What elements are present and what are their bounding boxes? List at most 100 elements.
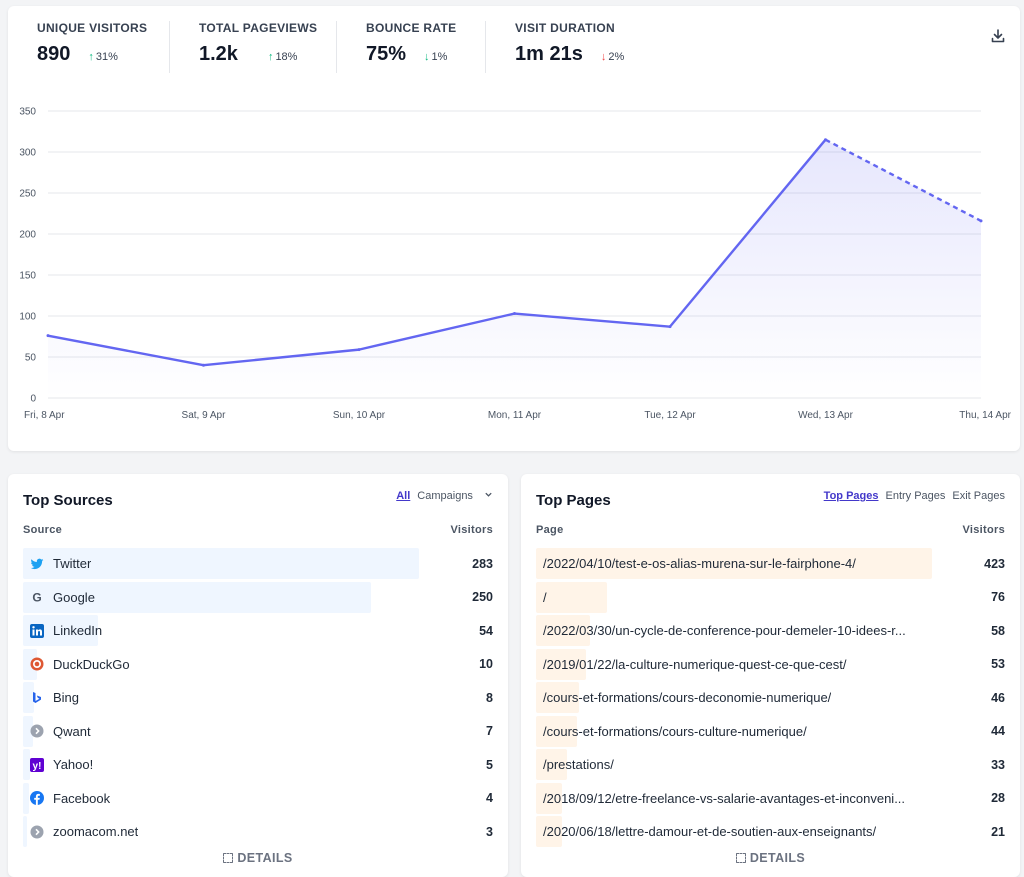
page-row[interactable]: /2020/06/18/lettre-damour-et-de-soutien-… bbox=[536, 815, 1005, 849]
x-tick-label: Thu, 14 Apr bbox=[959, 410, 1011, 421]
x-tick-label: Wed, 13 Apr bbox=[798, 410, 854, 421]
page-path[interactable]: /2018/09/12/etre-freelance-vs-salarie-av… bbox=[543, 790, 906, 806]
stat-total-pageviews[interactable]: TOTAL PAGEVIEWS 1.2k ↑ 18% bbox=[199, 21, 317, 66]
page-row[interactable]: /2022/04/10/test-e-os-alias-murena-sur-l… bbox=[536, 547, 1005, 581]
page-row[interactable]: /2019/01/22/la-culture-numerique-quest-c… bbox=[536, 648, 1005, 682]
source-visitors: 5 bbox=[486, 757, 493, 772]
column-header-page: Page bbox=[536, 524, 564, 536]
facebook-icon bbox=[30, 791, 44, 806]
stat-value: 1.2k bbox=[199, 43, 238, 65]
source-bar bbox=[23, 682, 35, 713]
tab-exit-pages[interactable]: Exit Pages bbox=[952, 490, 1005, 502]
page-row[interactable]: /prestations/33 bbox=[536, 748, 1005, 782]
source-name: Yahoo! bbox=[53, 757, 94, 773]
source-name: zoomacom.net bbox=[53, 824, 139, 840]
visitors-line-chart[interactable]: 0 50 100 150 200 250 300 350 Fri, 8 Apr Sat, 9 A… bbox=[8, 6, 1020, 451]
pages-details-button[interactable]: DETAILS bbox=[521, 851, 1020, 865]
page-row[interactable]: / 76 bbox=[536, 581, 1005, 615]
page-bar bbox=[536, 581, 608, 613]
data-point[interactable] bbox=[46, 334, 50, 338]
source-row[interactable]: DuckDuckGo 10 bbox=[23, 648, 493, 682]
y-tick-label: 350 bbox=[19, 107, 36, 118]
page-path[interactable]: /2019/01/22/la-culture-numerique-quest-c… bbox=[543, 656, 847, 672]
page-path[interactable]: /cours-et-formations/cours-culture-numer… bbox=[543, 723, 807, 739]
source-name: Twitter bbox=[53, 556, 92, 572]
page-path[interactable]: /2022/03/30/un-cycle-de-conference-pour-… bbox=[543, 623, 906, 639]
visitors-overview-card: UNIQUE VISITORS 890 ↑ 31% TOTAL PAGEVIEWS… bbox=[8, 6, 1020, 451]
x-tick-label: Tue, 12 Apr bbox=[644, 410, 696, 421]
data-point[interactable] bbox=[979, 219, 983, 223]
source-label[interactable]: zoomacom.net bbox=[23, 824, 138, 839]
page-visitors: 33 bbox=[991, 757, 1005, 772]
source-label[interactable]: Facebook bbox=[23, 791, 110, 806]
data-point[interactable] bbox=[202, 363, 205, 367]
divider bbox=[336, 21, 337, 73]
source-label[interactable]: Twitter bbox=[23, 556, 91, 571]
source-row[interactable]: Facebook 4 bbox=[23, 782, 493, 816]
arrow-up-icon: ↑ bbox=[88, 51, 94, 63]
source-name: Bing bbox=[53, 690, 80, 706]
source-visitors: 7 bbox=[486, 724, 493, 739]
source-label[interactable]: G Google bbox=[23, 590, 95, 605]
source-label[interactable]: LinkedIn bbox=[23, 623, 102, 638]
source-label[interactable]: Bing bbox=[23, 690, 79, 705]
page-row[interactable]: /2022/03/30/un-cycle-de-conference-pour-… bbox=[536, 614, 1005, 648]
series-line-incomplete bbox=[824, 138, 982, 222]
source-label[interactable]: y! Yahoo! bbox=[23, 757, 93, 772]
tab-entry-pages[interactable]: Entry Pages bbox=[885, 490, 946, 502]
divider bbox=[169, 21, 170, 73]
page-row[interactable]: /2018/09/12/etre-freelance-vs-salarie-av… bbox=[536, 782, 1005, 816]
stat-bounce-rate[interactable]: BOUNCE RATE 75% ↓ 1% bbox=[366, 21, 456, 66]
y-tick-label: 300 bbox=[19, 148, 36, 159]
source-visitors: 8 bbox=[486, 690, 493, 705]
page-path[interactable]: /prestations/ bbox=[543, 757, 614, 773]
arrow-up-icon: ↑ bbox=[267, 51, 274, 63]
page-row[interactable]: /cours-et-formations/cours-culture-numer… bbox=[536, 715, 1005, 749]
x-tick-label: Fri, 8 Apr bbox=[24, 410, 65, 421]
globe-icon bbox=[30, 825, 44, 839]
page-path[interactable]: /2020/06/18/lettre-damour-et-de-soutien-… bbox=[543, 824, 877, 840]
stat-value: 75% bbox=[366, 43, 407, 65]
page-path[interactable]: / bbox=[543, 589, 547, 605]
data-point[interactable] bbox=[668, 325, 672, 329]
data-point[interactable] bbox=[357, 348, 361, 352]
page-path[interactable]: /cours-et-formations/cours-deconomie-num… bbox=[543, 690, 832, 706]
page-path[interactable]: /2022/04/10/test-e-os-alias-murena-sur-l… bbox=[543, 556, 856, 572]
source-bar bbox=[23, 816, 28, 847]
source-label[interactable]: DuckDuckGo bbox=[23, 657, 130, 672]
page-bar bbox=[536, 682, 580, 713]
stat-label: UNIQUE VISITORS bbox=[37, 21, 148, 35]
sources-tabs: All Campaigns bbox=[389, 490, 493, 502]
source-bar bbox=[23, 749, 31, 780]
tab-top-pages[interactable]: Top Pages bbox=[823, 490, 879, 502]
stat-label: TOTAL PAGEVIEWS bbox=[199, 21, 318, 35]
pages-list: /2022/04/10/test-e-os-alias-murena-sur-l… bbox=[536, 547, 1005, 849]
yahoo-icon: y! bbox=[30, 757, 44, 772]
source-bar bbox=[23, 715, 33, 747]
sources-list: Twitter 283 G Google 250 LinkedIn 54 DuckDuckGo… bbox=[23, 547, 493, 849]
source-row[interactable]: Bing 8 bbox=[23, 681, 493, 715]
source-visitors: 3 bbox=[486, 824, 493, 839]
stat-unique-visitors[interactable]: UNIQUE VISITORS 890 ↑ 31% bbox=[37, 21, 147, 66]
stat-visit-duration[interactable]: VISIT DURATION 1m 21s ↓ 2% bbox=[515, 21, 624, 66]
page-bar bbox=[536, 715, 578, 747]
tab-all[interactable]: All bbox=[396, 490, 411, 502]
source-label[interactable]: Qwant bbox=[23, 724, 91, 739]
source-row[interactable]: y! Yahoo! 5 bbox=[23, 748, 493, 782]
data-point[interactable] bbox=[513, 312, 516, 316]
page-visitors: 423 bbox=[984, 556, 1005, 571]
source-row[interactable]: LinkedIn 54 bbox=[23, 614, 493, 648]
source-row[interactable]: Qwant 7 bbox=[23, 715, 493, 749]
tab-campaigns[interactable]: Campaigns bbox=[417, 490, 493, 502]
source-row[interactable]: Twitter 283 bbox=[23, 547, 493, 581]
source-row[interactable]: G Google 250 bbox=[23, 581, 493, 615]
sources-details-button[interactable]: DETAILS bbox=[8, 851, 508, 865]
page-row[interactable]: /cours-et-formations/cours-deconomie-num… bbox=[536, 681, 1005, 715]
download-icon[interactable] bbox=[990, 28, 1006, 44]
data-point[interactable] bbox=[824, 138, 827, 142]
source-row[interactable]: zoomacom.net 3 bbox=[23, 815, 493, 849]
expand-icon bbox=[735, 853, 746, 863]
stat-value: 890 bbox=[37, 43, 71, 65]
arrow-down-icon: ↓ bbox=[424, 51, 430, 63]
source-visitors: 54 bbox=[479, 623, 493, 638]
